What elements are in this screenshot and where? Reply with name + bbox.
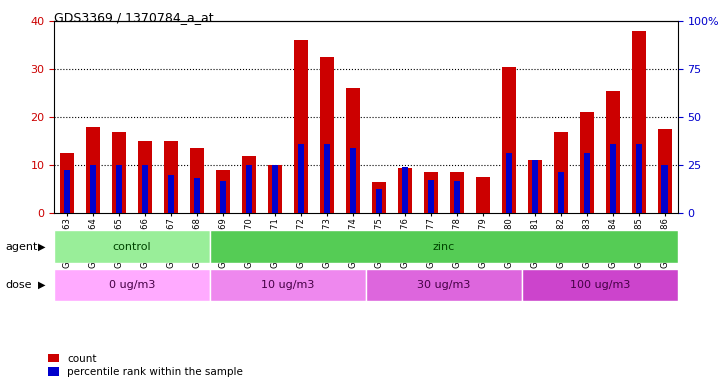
Bar — [428, 180, 434, 213]
Bar — [372, 182, 386, 213]
Text: 10 ug/m3: 10 ug/m3 — [261, 280, 314, 290]
Bar — [609, 144, 616, 213]
Legend: count, percentile rank within the sample: count, percentile rank within the sample — [48, 354, 243, 377]
Bar — [138, 141, 152, 213]
Bar — [450, 172, 464, 213]
Bar — [60, 153, 74, 213]
Bar — [64, 170, 71, 213]
Bar — [522, 269, 678, 301]
Text: zinc: zinc — [433, 242, 455, 252]
Bar — [366, 269, 522, 301]
Text: control: control — [112, 242, 151, 252]
Bar — [424, 172, 438, 213]
Bar — [116, 165, 123, 213]
Bar — [220, 182, 226, 213]
Bar — [505, 152, 512, 213]
Bar — [210, 230, 678, 263]
Text: 30 ug/m3: 30 ug/m3 — [417, 280, 471, 290]
Bar — [54, 269, 210, 301]
Bar — [635, 144, 642, 213]
Bar — [502, 67, 516, 213]
Bar — [528, 161, 542, 213]
Text: ▶: ▶ — [37, 242, 45, 252]
Bar — [272, 165, 278, 213]
Bar — [112, 131, 126, 213]
Bar — [298, 144, 304, 213]
Bar — [190, 148, 204, 213]
Bar — [583, 152, 590, 213]
Text: ▶: ▶ — [37, 280, 45, 290]
Bar — [557, 172, 564, 213]
Bar — [246, 165, 252, 213]
Text: 0 ug/m3: 0 ug/m3 — [109, 280, 155, 290]
Text: 100 ug/m3: 100 ug/m3 — [570, 280, 630, 290]
Bar — [661, 165, 668, 213]
Bar — [216, 170, 230, 213]
Bar — [531, 161, 538, 213]
Bar — [90, 165, 97, 213]
Bar — [398, 167, 412, 213]
Bar — [324, 144, 330, 213]
Bar — [267, 165, 282, 213]
Text: GDS3369 / 1370784_a_at: GDS3369 / 1370784_a_at — [54, 12, 213, 25]
Bar — [554, 131, 568, 213]
Bar — [454, 182, 460, 213]
Bar — [242, 156, 256, 213]
Text: agent: agent — [6, 242, 38, 252]
Bar — [658, 129, 672, 213]
Bar — [168, 175, 174, 213]
Bar — [632, 31, 646, 213]
Bar — [350, 148, 356, 213]
Bar — [164, 141, 178, 213]
Bar — [142, 165, 149, 213]
Bar — [476, 177, 490, 213]
Bar — [376, 189, 382, 213]
Bar — [320, 57, 334, 213]
Text: dose: dose — [6, 280, 32, 290]
Bar — [580, 112, 594, 213]
Bar — [606, 91, 620, 213]
Bar — [346, 88, 360, 213]
Bar — [194, 177, 200, 213]
Bar — [210, 269, 366, 301]
Bar — [86, 127, 100, 213]
Bar — [402, 167, 408, 213]
Bar — [54, 230, 210, 263]
Bar — [293, 40, 308, 213]
